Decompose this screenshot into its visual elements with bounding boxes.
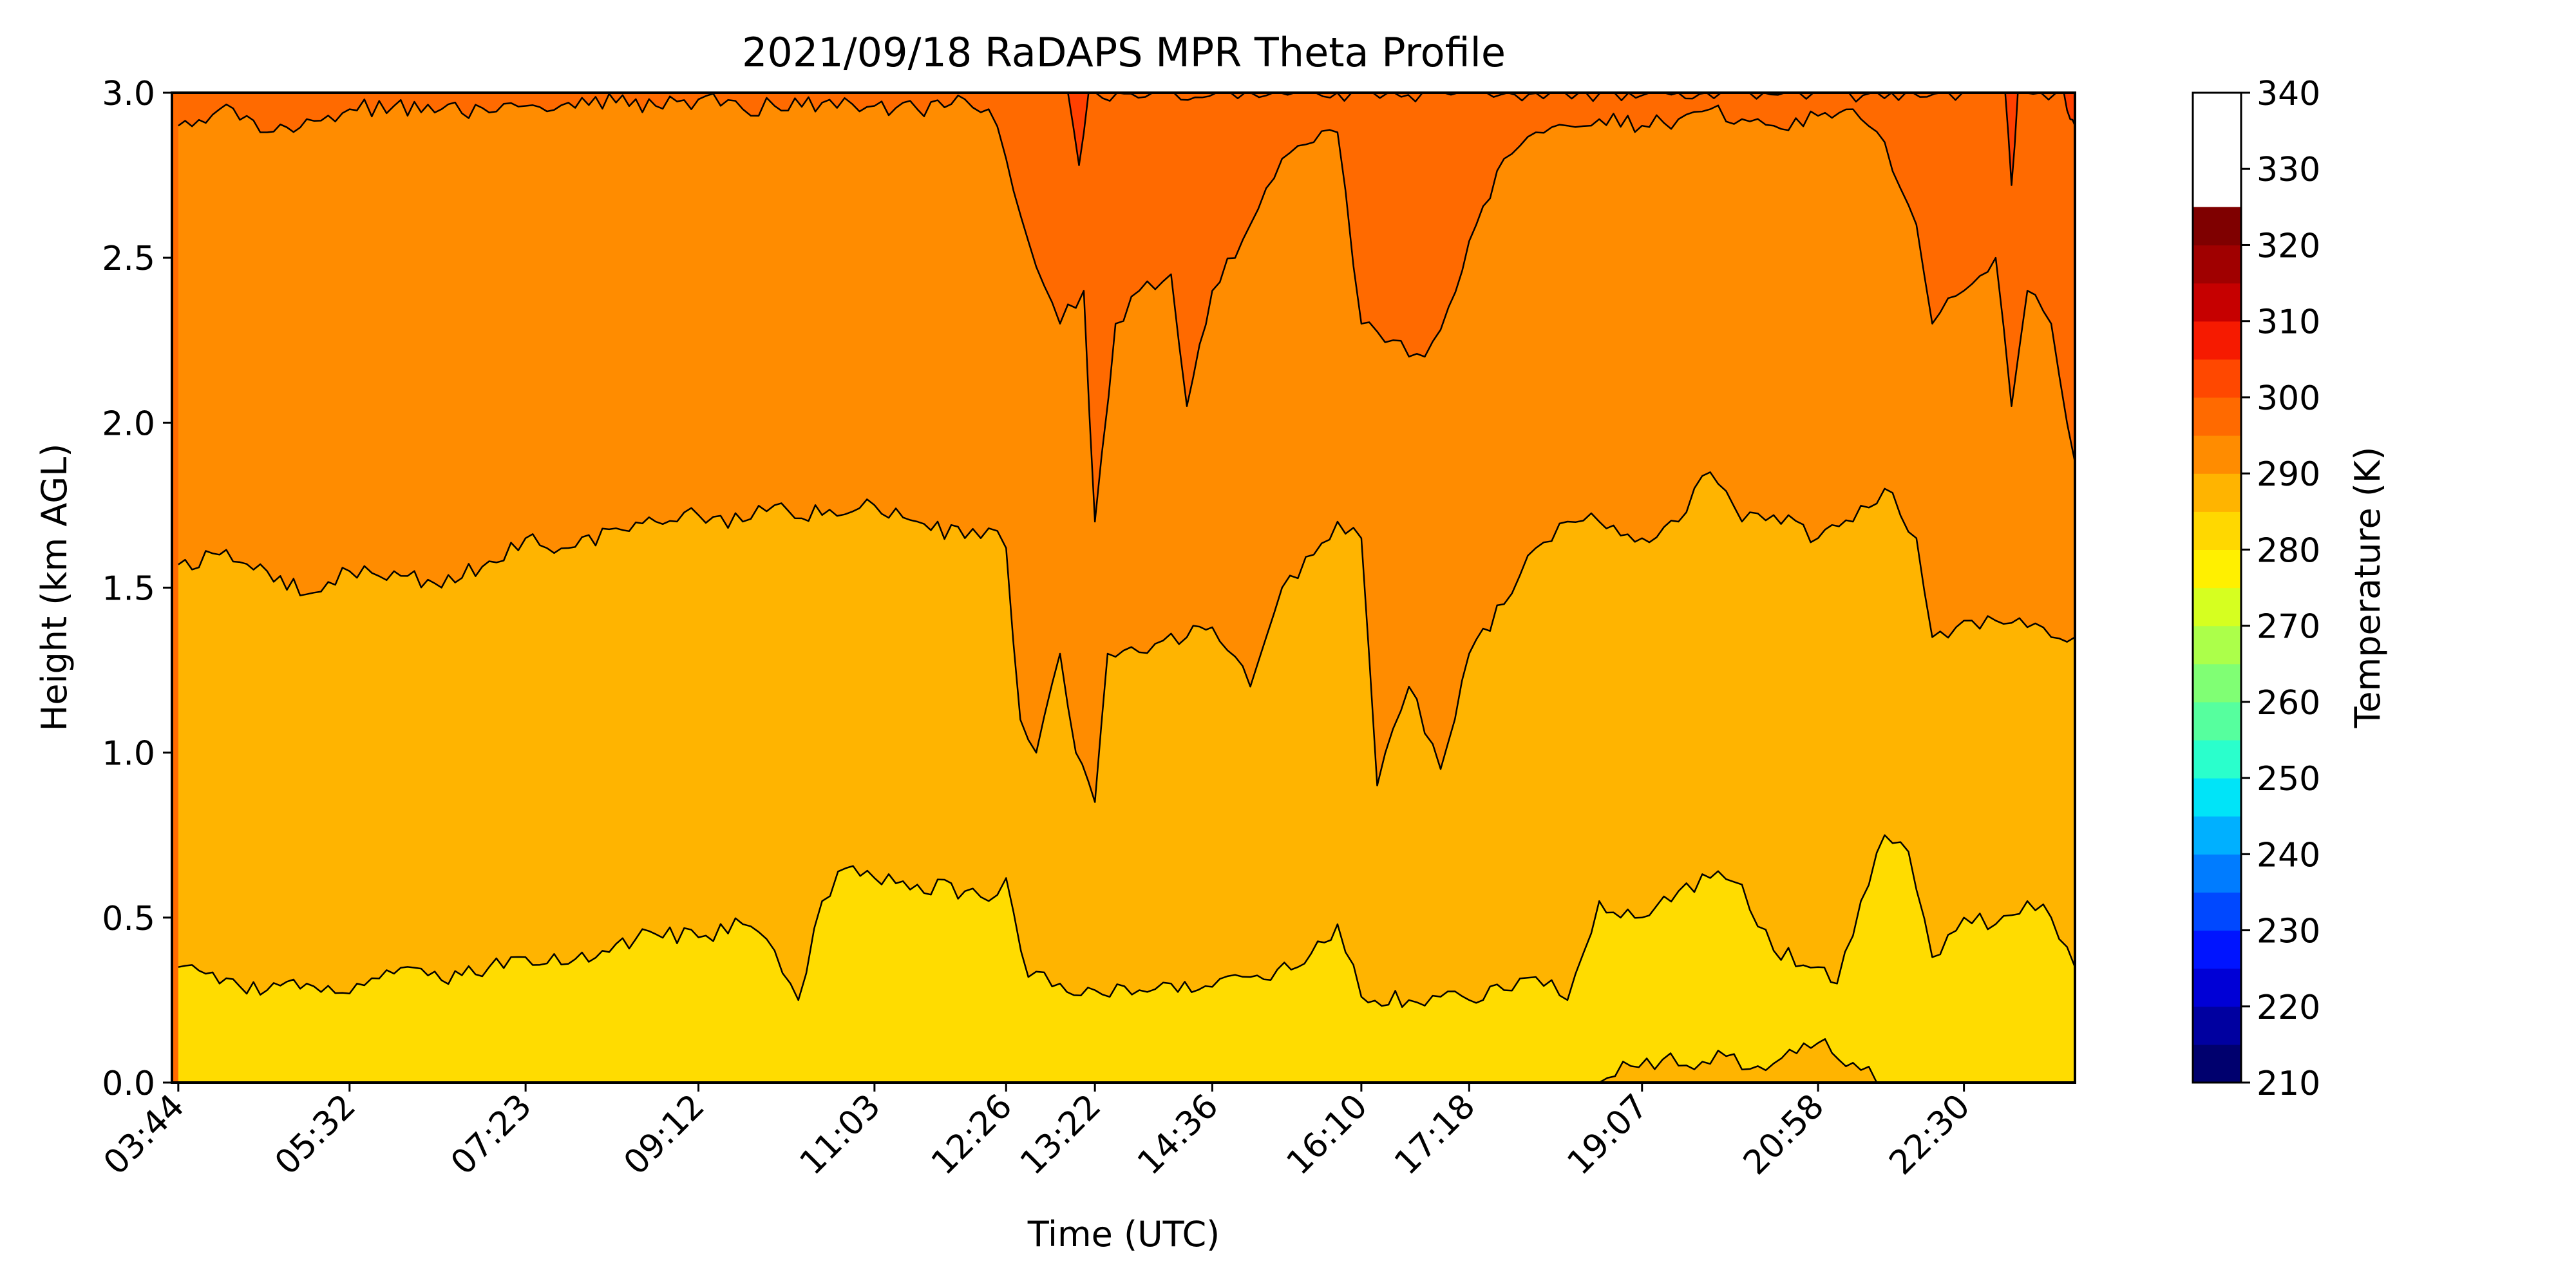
colorbar-segment xyxy=(2193,892,2241,931)
region-315-320 xyxy=(2005,93,2018,185)
y-axis-label: Height (km AGL) xyxy=(34,444,75,732)
colorbar-segment xyxy=(2193,473,2241,512)
contour-line-300 xyxy=(178,834,2075,1009)
y-tick-label: 3.0 xyxy=(102,75,155,113)
region-315-320 xyxy=(1068,93,1089,166)
colorbar-tick-label: 300 xyxy=(2257,379,2320,418)
y-tick-label: 1.0 xyxy=(102,735,155,773)
colorbar-segment xyxy=(2193,245,2241,284)
colorbar-segment xyxy=(2193,359,2241,398)
colorbar-tick-label: 210 xyxy=(2257,1065,2320,1103)
contour-line-305 xyxy=(178,471,2075,803)
temperature-fill-layer xyxy=(172,93,2075,1083)
x-axis-label: Time (UTC) xyxy=(1027,1214,1220,1255)
colorbar-tick-label: 230 xyxy=(2257,913,2320,951)
colorbar: 210 220 230 240 250 260 270 280 290 300 310 320 330 3… xyxy=(2192,75,2320,1103)
colorbar-tick-label: 290 xyxy=(2257,455,2320,494)
colorbar-tick-label: 280 xyxy=(2257,531,2320,570)
colorbar-segment xyxy=(2193,930,2241,969)
region-300-305-patch xyxy=(1599,1039,1885,1083)
colorbar-label: Temperature (K) xyxy=(2347,447,2388,729)
colorbar-segment xyxy=(2193,816,2241,855)
y-tick-label: 0.0 xyxy=(102,1065,155,1103)
colorbar-segment xyxy=(2193,207,2241,246)
contour-lines xyxy=(178,93,2075,1083)
colorbar-tick-label: 260 xyxy=(2257,684,2320,723)
colorbar-tick-label: 320 xyxy=(2257,227,2320,265)
colorbar-tick-label: 340 xyxy=(2257,75,2320,113)
region-295-300 xyxy=(178,835,2075,1083)
colorbar-tick-label: 220 xyxy=(2257,989,2320,1027)
colorbar-tick-label: 270 xyxy=(2257,608,2320,647)
contour-line-295 xyxy=(1598,1038,1885,1083)
colorbar-segment xyxy=(2193,587,2241,627)
y-tick-label: 1.5 xyxy=(102,570,155,609)
region-315-320 xyxy=(2063,93,2075,126)
y-tick-label: 0.5 xyxy=(102,900,155,938)
y-tick-label: 2.0 xyxy=(102,404,155,443)
colorbar-segment xyxy=(2193,511,2241,550)
colorbar-segment xyxy=(2193,321,2241,360)
colorbar-segment xyxy=(2193,663,2241,703)
colorbar-segment xyxy=(2193,283,2241,322)
y-axis: 0.0 0.5 1.0 1.5 2.0 2.5 3.0 xyxy=(102,75,172,1103)
colorbar-segment xyxy=(2193,1044,2241,1083)
colorbar-tick-label: 250 xyxy=(2257,760,2320,799)
colorbar-frame xyxy=(2192,91,2242,1084)
colorbar-segment xyxy=(2193,625,2241,665)
colorbar-segment xyxy=(2193,435,2241,474)
y-tick-label: 2.5 xyxy=(102,240,155,278)
chart-title: 2021/09/18 RaDAPS MPR Theta Profile xyxy=(742,29,1506,76)
contour-line-315 xyxy=(1067,93,2075,186)
colorbar-segment xyxy=(2193,549,2241,589)
colorbar-segment xyxy=(2193,1006,2241,1045)
colorbar-tick-label: 330 xyxy=(2257,151,2320,189)
colorbar-segment xyxy=(2193,968,2241,1007)
colorbar-segment xyxy=(2193,778,2241,817)
colorbar-tick-label: 240 xyxy=(2257,836,2320,875)
colorbar-segment xyxy=(2193,701,2241,741)
plot-area xyxy=(172,93,2075,1083)
colorbar-tick-label: 310 xyxy=(2257,303,2320,342)
colorbar-segment xyxy=(2193,854,2241,893)
contour-line-310 xyxy=(178,93,2075,523)
colorbar-segment xyxy=(2193,397,2241,436)
colorbar-segment xyxy=(2193,739,2241,779)
